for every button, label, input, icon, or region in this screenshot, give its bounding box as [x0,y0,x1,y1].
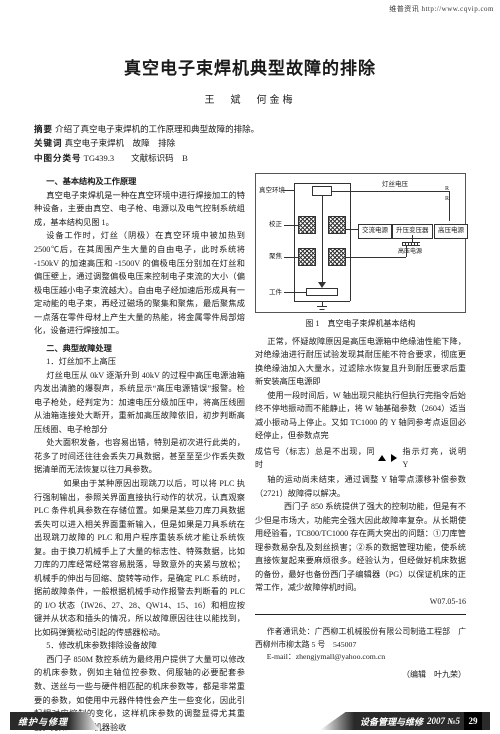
para-l2: 设备工作时，灯丝（阴极）在真空环境中被加热到2500℃后，在其周围产生大量的自由… [34,229,245,337]
abstract-label: 摘要 [34,124,53,134]
subhead-2-1: 1．灯丝加不上高压 [34,355,245,369]
article-authors: 王 斌 何金梅 [34,91,466,106]
para-r4: 西门子 850 系统提供了强大的控制功能，但是有不少但是市场大，功能完全强大因此… [255,500,466,595]
para-l3: 灯丝电压从 0kV 逐渐升到 40kV 的过程中高压电源油箱内发出清脆的爆裂声，… [34,369,245,437]
fig-node-hv: 高压电源 [434,224,468,239]
fig-label-gun-hv: 灯丝电压 [382,180,408,191]
para-l4: 处大面积发备，也容易出错，特别是初次进行此类的，花多了时间还往往会丢失刀具数据，… [34,436,245,477]
page-number-badge: 29 [464,712,482,730]
editor-credit: （编辑 叶九荣） [255,668,466,681]
class-text: TG439.3 文献标识码 B [84,153,188,163]
two-column-body: 一、基本结构及工作原理 真空电子束焊机是一种在真空环境中进行焊接加工的特种设备，… [34,171,466,734]
footer-journal-info: 设备管理与维修 2007 №5 29 [320,712,490,730]
figure-1-caption: 图 1 真空电子束焊机基本结构 [255,317,466,330]
right-column: 真空环境 灯丝电压 R R 校正 [255,171,466,734]
keywords-text: 真空电子束焊机 故障 排除 [65,138,176,148]
article-code: W07.05-16 [255,595,466,608]
inline-left-text: 成信号（标志）总是不出现，同时 [255,445,374,471]
footer-section-name: 维护与修理 [10,712,100,730]
fig-label-lens: 校正 [269,220,282,231]
class-label: 中图分类号 [34,153,82,163]
inline-arrow-figure: 成信号（标志）总是不出现，同时 指示灯亮，说明 Y [255,445,466,471]
author-affiliation-1: 作者通讯处：广西柳工机械股份有限公司制造工程部 广西柳州市柳太路 5 号 545… [255,626,466,651]
para-l5: 如果由于某种原因出现跳刀以后，可以将 PLC 执行强制输出，参照关界面直接执行动… [34,477,245,639]
arrow-right-icon [391,454,397,462]
left-column: 一、基本结构及工作原理 真空电子束焊机是一种在真空环境中进行焊接加工的特种设备，… [34,171,245,734]
para-r2: 使用一段时间后，W 轴出现只能执行但执行完指令后始终不停地振动而不能静止，将 W… [255,389,466,443]
para-r3: 轴的运动尚未结束，通过调整 Y 轴零点漂移补偿参数（2721）故障得以解决。 [255,473,466,500]
subhead-2-5: 5．修改机床参数排除设备故障 [34,639,245,653]
source-watermark: 维普资讯 http://www.cqvip.com [389,4,494,14]
article-title: 真空电子束焊机典型故障的排除 [34,54,466,79]
para-l1: 真空电子束焊机是一种在真空环境中进行焊接加工的特种设备，主要由真空、电子枪、电源… [34,189,245,230]
section-2-heading: 二、典型故障处理 [34,342,245,356]
keywords-label: 关键词 [34,138,63,148]
page-footer: 维护与修理 设备管理与维修 2007 №5 29 [0,710,500,734]
para-r1: 正常，怀疑故障原因是高压电源箱中绝缘油性能下降，对绝缘油进行耐压试验发现其耐压能… [255,335,466,389]
inline-right-text: 指示灯亮，说明 Y [402,445,466,471]
fig-label-focus: 聚焦 [269,252,282,263]
author-affiliation-2: E-mail：zhengjymall@yahoo.com.cn [255,651,466,663]
arrow-up-icon [378,455,386,461]
footer-journal-title: 设备管理与维修 [360,715,423,728]
separator-line [255,614,466,622]
fig-node-ac: 交流电源 [358,224,392,239]
fig-label-work: 工件 [269,288,282,299]
fig-label-vacuum: 真空环境 [259,186,285,197]
page-content: 真空电子束焊机典型故障的排除 王 斌 何金梅 摘要 介绍了真空电子束焊机的工作原… [0,0,500,734]
footer-issue: 2007 №5 [427,716,460,726]
figure-1-schematic: 真空环境 灯丝电压 R R 校正 [255,173,466,313]
abstract-block: 摘要 介绍了真空电子束焊机的工作原理和典型故障的排除。 关键词 真空电子束焊机 … [34,122,466,165]
section-1-heading: 一、基本结构及工作原理 [34,175,245,189]
abstract-text: 介绍了真空电子束焊机的工作原理和典型故障的排除。 [55,124,259,134]
